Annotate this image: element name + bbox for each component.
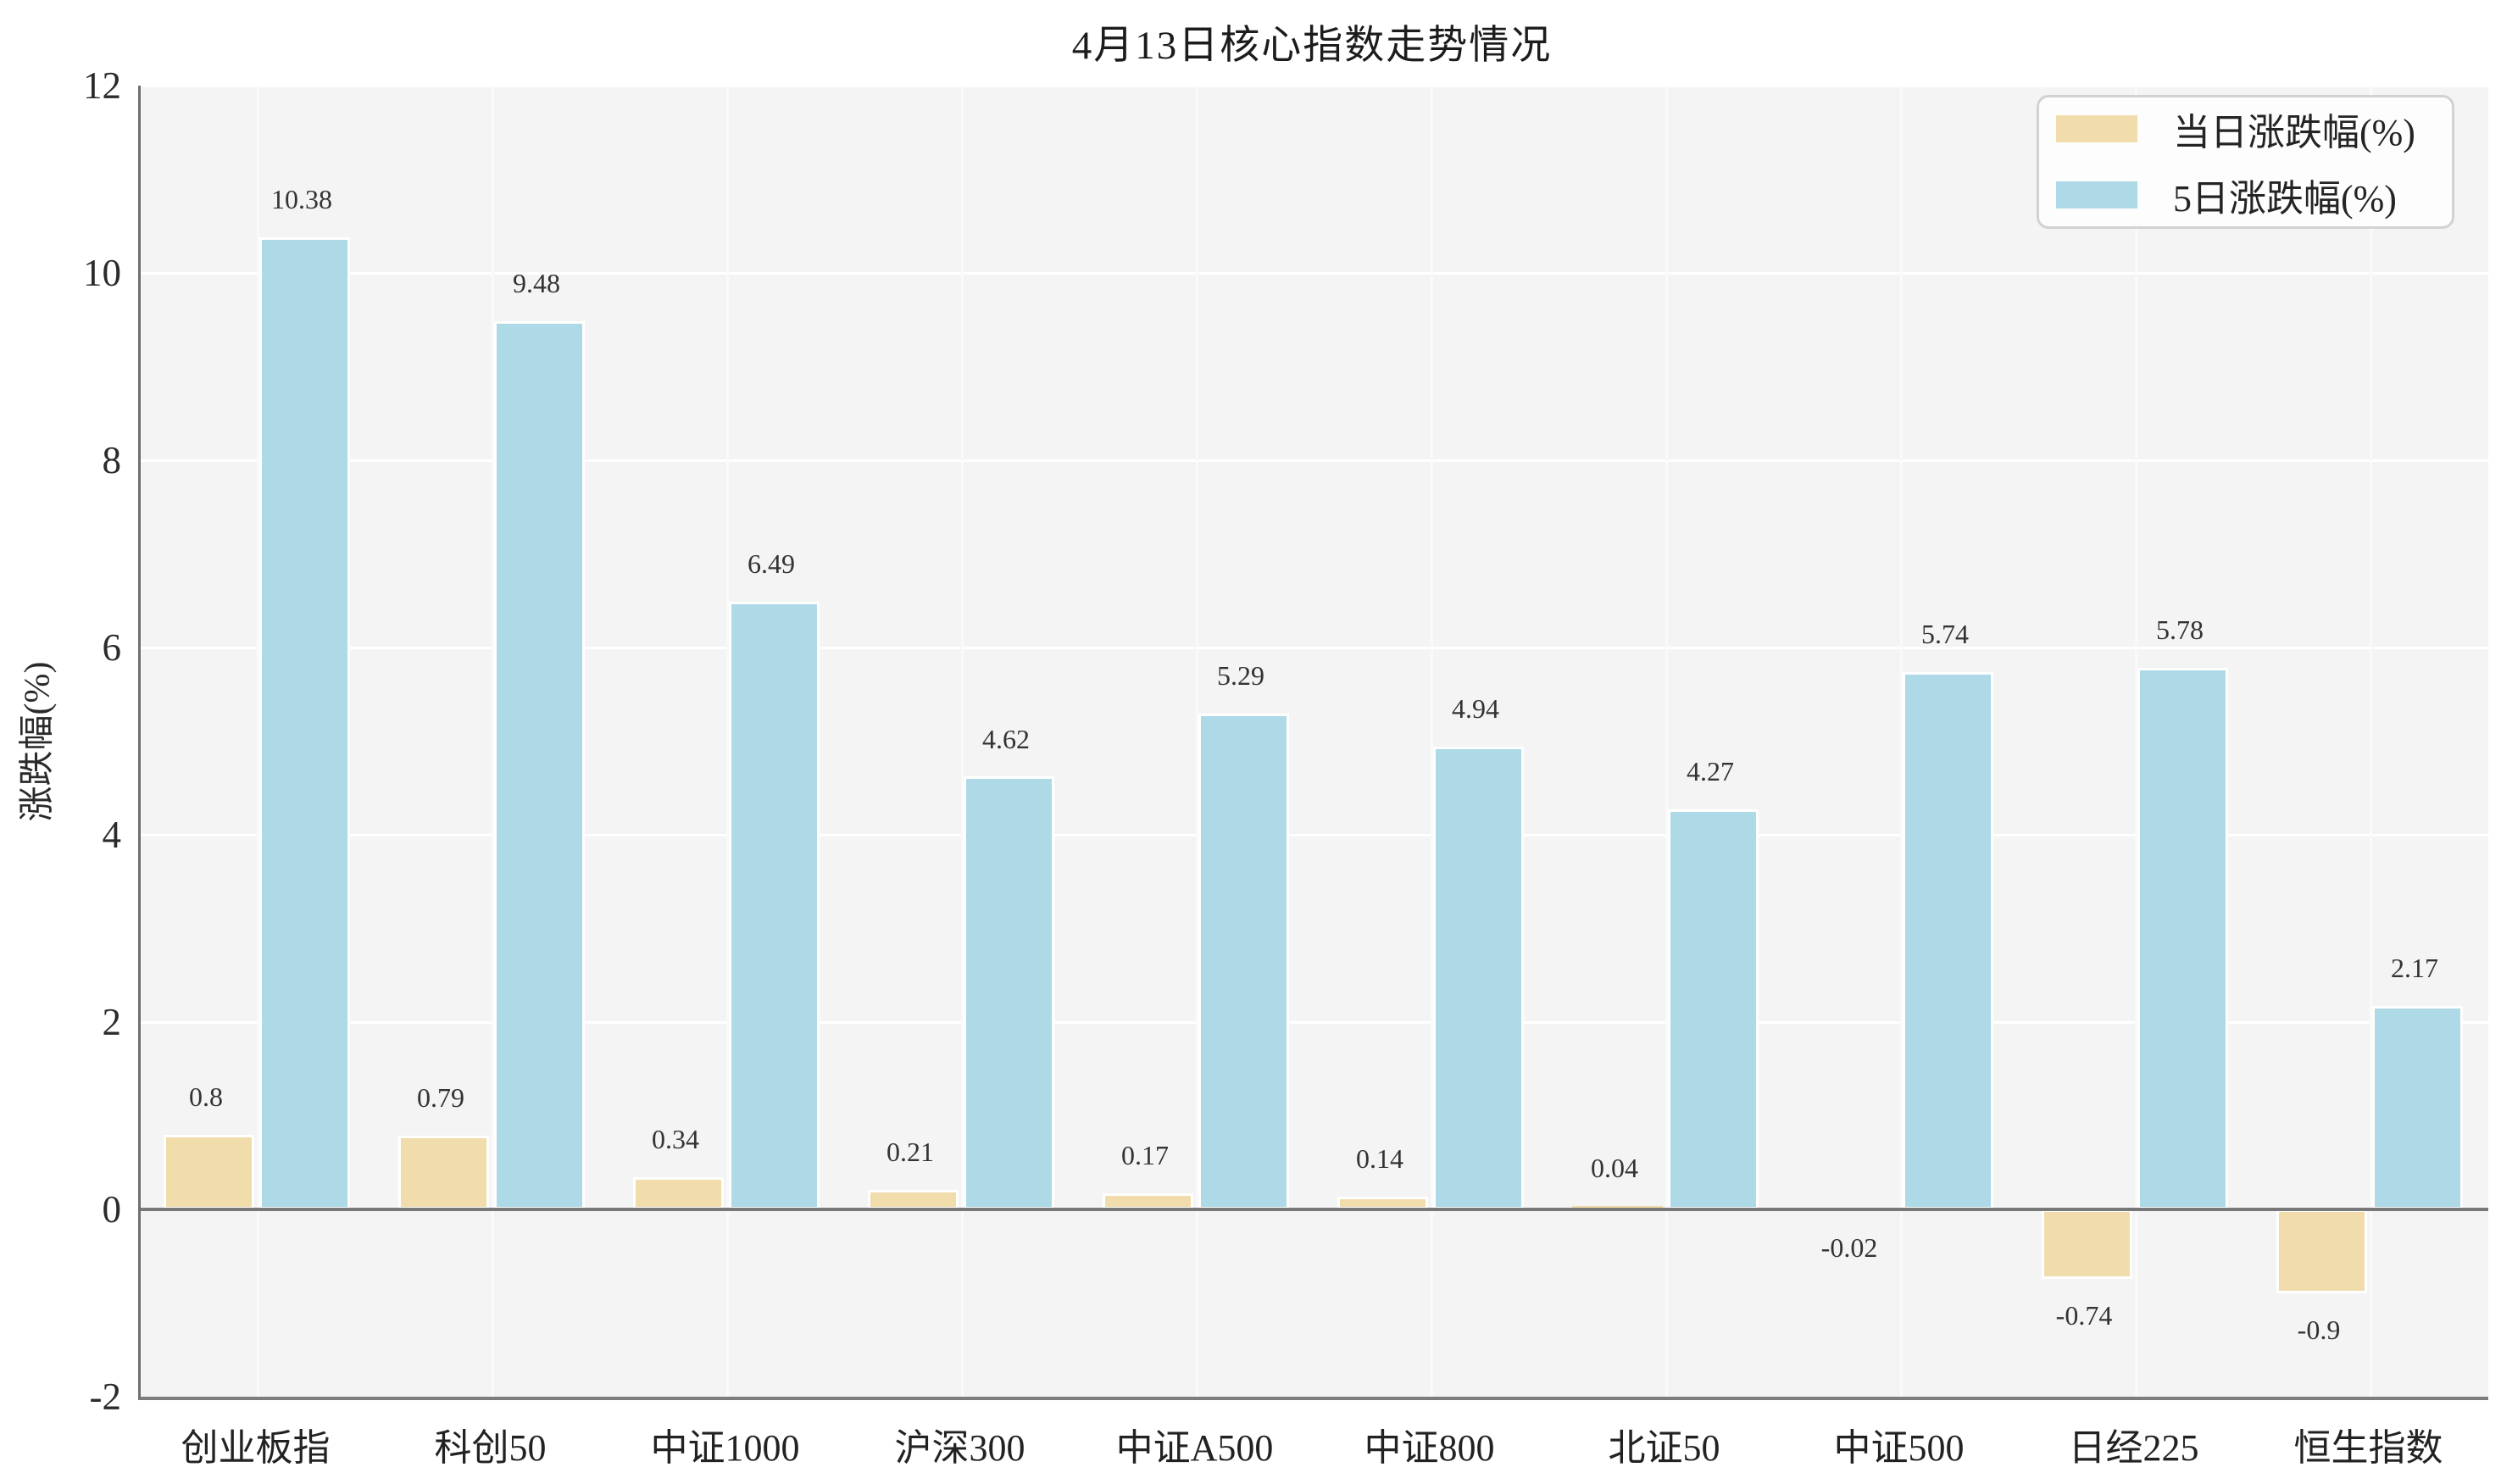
- chart-title: 4月13日核心指数走势情况: [1071, 24, 1553, 68]
- value-label: 0.21: [886, 1136, 934, 1167]
- y-tick-label: 8: [102, 439, 122, 481]
- value-label: 5.74: [1921, 618, 1969, 649]
- value-label: 5.29: [1217, 660, 1264, 692]
- x-gridline: [257, 86, 259, 1397]
- x-gridline: [961, 86, 964, 1397]
- bar-5day: [963, 776, 1054, 1209]
- y-tick-label: 6: [102, 626, 122, 669]
- x-tick-label: 中证500: [1833, 1427, 1965, 1469]
- value-label: 0.8: [189, 1081, 223, 1112]
- x-gridline: [1431, 86, 1433, 1397]
- bar-daily: [867, 1189, 959, 1209]
- bar-5day: [1198, 714, 1289, 1209]
- y-gridline: [141, 459, 2488, 462]
- y-gridline: [141, 833, 2488, 836]
- y-gridline: [141, 646, 2488, 649]
- x-tick-label: 中证1000: [650, 1427, 800, 1469]
- legend-item-daily: 当日涨跌幅(%): [2056, 102, 2435, 156]
- x-gridline: [1900, 86, 1903, 1397]
- legend: 当日涨跌幅(%) 5日涨跌幅(%): [2037, 95, 2454, 229]
- legend-label-5day: 5日涨跌幅(%): [2173, 178, 2397, 220]
- plot-area: [138, 84, 2488, 1400]
- y-gridline: [141, 271, 2488, 275]
- value-label: -0.9: [2297, 1314, 2341, 1346]
- bar-daily: [1571, 1205, 1663, 1209]
- bar-5day: [1667, 809, 1759, 1209]
- x-tick-label: 恒生指数: [2293, 1427, 2443, 1469]
- value-label: 0.79: [417, 1081, 464, 1113]
- legend-item-5day: 5日涨跌幅(%): [2056, 168, 2435, 222]
- value-label: 9.48: [513, 268, 560, 299]
- value-label: 10.38: [271, 184, 332, 215]
- x-gridline: [1196, 86, 1198, 1397]
- x-tick-label: 科创50: [434, 1427, 547, 1469]
- value-label: 5.78: [2156, 614, 2204, 646]
- value-label: -0.02: [1820, 1232, 1878, 1264]
- x-gridline: [726, 86, 729, 1397]
- y-tick-label: 4: [102, 814, 122, 856]
- x-tick-label: 北证50: [1608, 1427, 1720, 1469]
- legend-swatch-5day: [2056, 181, 2137, 208]
- y-tick-label: 2: [102, 1001, 122, 1043]
- value-label: 0.17: [1121, 1140, 1169, 1171]
- value-label: 0.14: [1356, 1142, 1403, 1174]
- x-tick-label: 沪深300: [894, 1427, 1025, 1469]
- x-gridline: [2135, 86, 2137, 1397]
- value-label: 0.34: [652, 1124, 699, 1155]
- bar-5day: [258, 237, 350, 1209]
- legend-label-daily: 当日涨跌幅(%): [2173, 112, 2415, 153]
- bar-5day: [2371, 1006, 2463, 1209]
- x-gridline: [492, 86, 494, 1397]
- value-label: 4.94: [1452, 693, 1499, 725]
- value-label: 2.17: [2391, 953, 2438, 984]
- bar-5day: [2137, 668, 2228, 1209]
- bar-daily: [397, 1135, 489, 1209]
- zero-line: [141, 1208, 2488, 1211]
- value-label: 6.49: [748, 547, 795, 579]
- bar-daily: [632, 1177, 724, 1209]
- y-tick-label: 12: [83, 64, 121, 107]
- value-label: -0.74: [2055, 1299, 2113, 1331]
- x-tick-label: 日经225: [2068, 1427, 2199, 1469]
- y-axis-label: 涨跌幅(%): [18, 661, 58, 822]
- y-gridline: [141, 1020, 2488, 1024]
- y-tick-label: 10: [83, 252, 121, 294]
- y-gridline: [141, 84, 2488, 87]
- x-tick-label: 中证A500: [1115, 1427, 1274, 1469]
- x-tick-label: 创业板指: [181, 1427, 331, 1469]
- y-tick-label: 0: [102, 1188, 122, 1231]
- bar-5day: [1902, 671, 1993, 1209]
- bar-daily: [2276, 1209, 2367, 1294]
- bar-daily: [163, 1134, 254, 1209]
- x-gridline: [2370, 86, 2372, 1397]
- bar-5day: [493, 321, 585, 1209]
- value-label: 4.62: [982, 723, 1030, 754]
- x-tick-label: 中证800: [1364, 1427, 1495, 1469]
- bar-5day: [1432, 747, 1524, 1209]
- bar-daily: [2041, 1209, 2132, 1279]
- value-label: 0.04: [1591, 1152, 1638, 1183]
- y-tick-label: -2: [89, 1376, 122, 1418]
- legend-swatch-daily: [2056, 115, 2137, 142]
- value-label: 4.27: [1687, 756, 1734, 787]
- x-gridline: [1665, 86, 1668, 1397]
- bar-5day: [728, 601, 820, 1209]
